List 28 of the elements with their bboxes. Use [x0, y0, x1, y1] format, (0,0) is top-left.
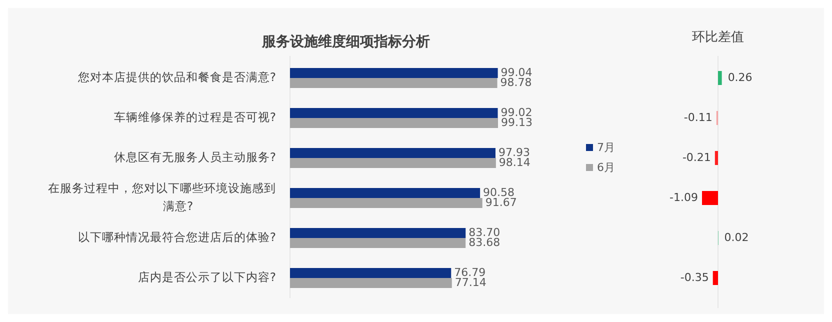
y-tick-label: 以下哪种情况最符合您进店后的体验? — [78, 230, 276, 244]
bar — [290, 238, 466, 248]
bar — [290, 68, 498, 78]
data-label: 0.26 — [728, 71, 752, 84]
data-label: 0.02 — [724, 231, 749, 244]
legend-label: 7月 — [597, 141, 615, 154]
chart-title: 服务设施维度细项指标分析 — [261, 33, 430, 50]
y-tick-label: 车辆维修保养的过程是否可视? — [114, 110, 276, 124]
y-tick-label: 店内是否公示了以下内容? — [138, 270, 276, 284]
y-tick-label: 在服务过程中，您对以下哪些环境设施感到满意? — [48, 181, 276, 214]
legend-label: 6月 — [597, 161, 615, 174]
bar — [290, 278, 452, 288]
bar — [290, 148, 496, 158]
bar — [290, 78, 498, 88]
bar — [290, 188, 480, 198]
chart-title: 环比差值 — [692, 30, 744, 45]
data-label: -0.11 — [684, 111, 712, 124]
data-label: -1.09 — [670, 191, 698, 204]
bar — [290, 108, 498, 118]
bar — [290, 118, 498, 128]
data-label: -0.35 — [680, 271, 709, 284]
bar — [290, 158, 496, 168]
y-tick-label: 休息区有无服务人员主动服务? — [114, 150, 276, 164]
data-label: -0.21 — [682, 151, 711, 164]
y-tick-label: 您对本店提供的饮品和餐食是否满意? — [76, 70, 276, 84]
bar — [290, 198, 482, 208]
bar — [290, 268, 452, 278]
bar — [290, 228, 466, 238]
